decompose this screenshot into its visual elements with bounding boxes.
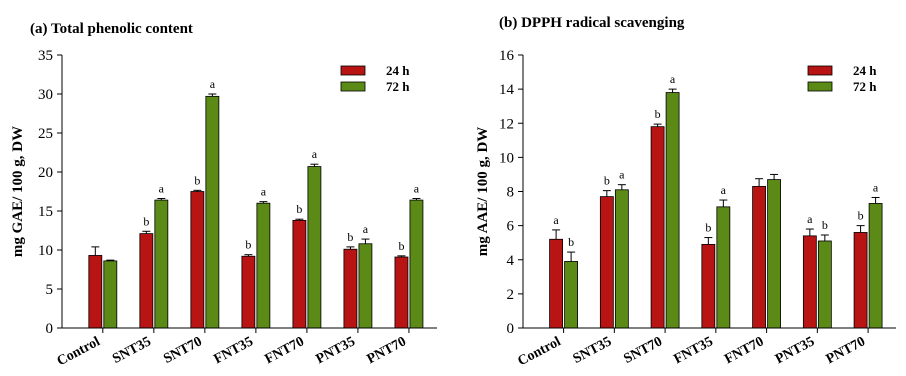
bar <box>139 233 154 329</box>
significance-letter: b <box>143 214 149 228</box>
bar <box>701 243 716 329</box>
significance-letter: b <box>858 209 864 223</box>
significance-letter: a <box>414 182 420 196</box>
significance-letter: a <box>312 147 318 161</box>
bar <box>564 261 578 329</box>
y-tick-label: 30 <box>38 87 53 103</box>
bar <box>241 255 256 329</box>
significance-letter: b <box>347 230 353 244</box>
x-tick-label: Control <box>515 334 563 369</box>
significance-letter: a <box>261 185 267 199</box>
bar <box>409 199 424 329</box>
significance-letter: a <box>553 213 559 227</box>
y-tick-label: 0 <box>46 321 54 337</box>
bar <box>716 206 731 329</box>
y-tick-label: 6 <box>507 219 515 235</box>
y-tick-label: 25 <box>38 126 53 142</box>
y-tick-label: 14 <box>499 82 515 98</box>
y-tick-label: 20 <box>38 165 53 181</box>
x-tick-label: SNT70 <box>622 334 665 367</box>
significance-letter: a <box>210 77 216 91</box>
significance-letter: a <box>363 222 369 236</box>
y-tick-label: 35 <box>38 48 53 64</box>
y-tick-label: 15 <box>38 204 53 220</box>
significance-letter: b <box>822 218 828 232</box>
y-tick-label: 4 <box>507 253 515 269</box>
x-tick-label: FNT70 <box>722 334 766 367</box>
bar <box>256 202 271 329</box>
chart-title: (a) Total phenolic content <box>30 21 193 37</box>
bar <box>817 240 832 329</box>
y-tick-label: 5 <box>46 282 54 298</box>
bar <box>853 232 868 329</box>
significance-letter: a <box>670 72 676 86</box>
bar <box>549 238 563 329</box>
y-tick-label: 12 <box>499 116 514 132</box>
panel-a-total-phenolic-content: (a) Total phenolic content mg GAE/ 100 g… <box>10 21 437 369</box>
chart-title: (b) DPPH radical scavenging <box>499 15 685 31</box>
significance-letter: b <box>604 174 610 188</box>
y-axis-label: mg GAE/ 100 g, DW <box>10 126 26 257</box>
bar <box>767 179 781 329</box>
bar <box>752 185 766 329</box>
legend-label: 24 h <box>386 63 410 78</box>
x-tick-label: PNT35 <box>314 334 358 367</box>
bar <box>802 235 817 329</box>
significance-letter: a <box>721 183 727 197</box>
significance-letter: a <box>159 182 165 196</box>
significance-letter: a <box>873 180 879 194</box>
y-tick-label: 16 <box>499 48 515 64</box>
bar <box>205 95 220 329</box>
x-tick-label: PNT70 <box>824 334 868 367</box>
y-tick-label: 2 <box>507 287 515 303</box>
significance-letter: b <box>296 202 302 216</box>
bar <box>665 92 680 329</box>
bar <box>88 255 103 329</box>
significance-letter: a <box>619 168 625 182</box>
legend-swatch <box>340 81 366 92</box>
bar <box>868 203 883 329</box>
bar <box>190 191 205 329</box>
bar <box>599 196 614 329</box>
x-tick-label: SNT70 <box>161 334 204 367</box>
panel-b-dpph-radical-scavenging: (b) DPPH radical scavenging mg AAE/ 100 … <box>475 15 896 369</box>
bar <box>307 166 322 329</box>
legend-swatch <box>340 65 366 76</box>
bar <box>358 243 373 329</box>
x-tick-label: Control <box>55 334 103 369</box>
x-tick-label: PNT35 <box>773 334 817 367</box>
x-tick-label: SNT35 <box>571 334 614 367</box>
bar <box>614 189 629 329</box>
bar <box>394 256 409 329</box>
significance-letter: b <box>398 239 404 253</box>
y-tick-label: 10 <box>499 150 514 166</box>
x-tick-label: FNT35 <box>672 334 716 367</box>
bar <box>103 260 118 329</box>
x-tick-label: FNT35 <box>212 334 256 367</box>
bar <box>154 199 169 329</box>
legend-label: 72 h <box>853 79 877 94</box>
y-tick-label: 0 <box>507 321 515 337</box>
x-tick-label: SNT35 <box>110 334 153 367</box>
significance-letter: b <box>194 173 200 187</box>
significance-letter: b <box>655 107 661 121</box>
legend-swatch <box>807 65 833 76</box>
bar <box>292 219 307 329</box>
legend-label: 24 h <box>853 63 877 78</box>
y-tick-label: 8 <box>507 185 515 201</box>
bar <box>343 248 358 329</box>
x-tick-label: PNT70 <box>365 334 409 367</box>
y-tick-label: 10 <box>38 243 53 259</box>
legend-label: 72 h <box>386 79 410 94</box>
x-tick-label: FNT70 <box>263 334 307 367</box>
legend-swatch <box>807 81 833 92</box>
bar <box>650 126 665 329</box>
significance-letter: b <box>568 235 574 249</box>
y-axis-label: mg AAE/ 100 g, DW <box>475 127 491 257</box>
significance-letter: a <box>807 212 813 226</box>
significance-letter: b <box>245 238 251 252</box>
significance-letter: b <box>705 221 711 235</box>
